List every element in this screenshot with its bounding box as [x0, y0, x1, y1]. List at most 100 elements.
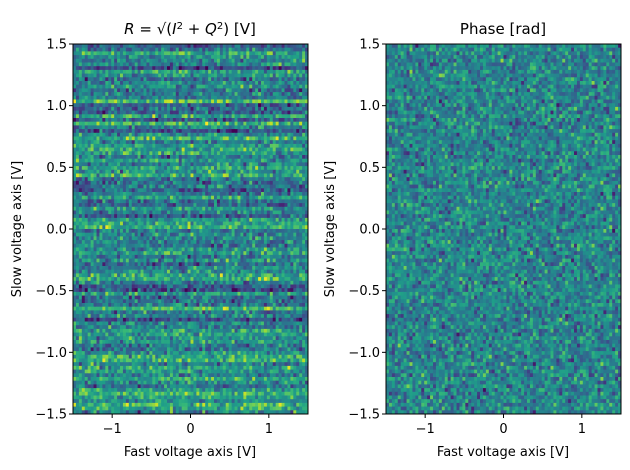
- heatmap-cell: [184, 125, 188, 130]
- heatmap-cell: [296, 173, 300, 178]
- heatmap-cell: [225, 95, 230, 100]
- heatmap-cell: [234, 210, 238, 215]
- heatmap-cell: [167, 106, 171, 111]
- heatmap-cell: [216, 262, 221, 267]
- heatmap-cell: [184, 47, 188, 52]
- heatmap-cell: [167, 266, 171, 271]
- heatmap-cell: [117, 69, 121, 74]
- heatmap-cell: [222, 136, 227, 141]
- heatmap-cell: [178, 114, 183, 119]
- heatmap-cell: [96, 206, 100, 211]
- heatmap-cell: [84, 103, 89, 108]
- heatmap-cell: [205, 225, 209, 230]
- heatmap-cell: [73, 203, 77, 208]
- heatmap-cell: [275, 177, 280, 182]
- heatmap-cell: [243, 217, 247, 222]
- heatmap-cell: [284, 55, 288, 60]
- heatmap-cell: [125, 199, 130, 204]
- heatmap-cell: [155, 173, 159, 178]
- heatmap-cell: [208, 232, 212, 237]
- heatmap-cell: [202, 173, 206, 178]
- heatmap-cell: [184, 225, 188, 230]
- heatmap-cell: [131, 62, 136, 67]
- heatmap-cell: [81, 114, 86, 119]
- heatmap-cell: [187, 121, 191, 126]
- heatmap-cell: [290, 51, 294, 56]
- heatmap-cell: [178, 158, 183, 163]
- heatmap-cell: [281, 169, 285, 174]
- heatmap-cell: [305, 225, 309, 230]
- heatmap-cell: [287, 243, 291, 248]
- heatmap-cell: [73, 188, 77, 193]
- heatmap-cell: [137, 143, 141, 148]
- heatmap-cell: [131, 180, 136, 185]
- heatmap-cell: [128, 125, 133, 130]
- heatmap-cell: [178, 240, 183, 245]
- heatmap-cell: [296, 118, 300, 123]
- heatmap-cell: [193, 229, 197, 234]
- heatmap-cell: [131, 184, 136, 189]
- heatmap-cell: [252, 103, 256, 108]
- heatmap-cell: [199, 180, 203, 185]
- heatmap-cell: [219, 240, 224, 245]
- heatmap-cell: [305, 121, 309, 126]
- heatmap-cell: [290, 55, 294, 60]
- heatmap-cell: [269, 73, 274, 78]
- heatmap-cell: [252, 73, 256, 78]
- heatmap-cell: [219, 73, 224, 78]
- heatmap-cell: [167, 243, 171, 248]
- heatmap-cell: [169, 99, 174, 104]
- heatmap-cell: [78, 84, 83, 89]
- heatmap-cell: [78, 92, 83, 97]
- heatmap-cell: [184, 110, 188, 115]
- heatmap-cell: [255, 147, 259, 152]
- heatmap-cell: [99, 66, 103, 71]
- heatmap-cell: [243, 236, 247, 241]
- heatmap-cell: [187, 66, 191, 71]
- heatmap-cell: [164, 140, 168, 145]
- heatmap-cell: [249, 206, 253, 211]
- heatmap-cell: [258, 121, 262, 126]
- heatmap-cell: [214, 110, 218, 115]
- heatmap-cell: [278, 95, 282, 100]
- heatmap-cell: [184, 143, 188, 148]
- heatmap-cell: [263, 118, 268, 123]
- heatmap-cell: [190, 221, 194, 226]
- heatmap-cell: [240, 184, 244, 189]
- heatmap-cell: [296, 232, 300, 237]
- heatmap-cell: [278, 258, 282, 263]
- heatmap-cell: [284, 143, 288, 148]
- heatmap-cell: [261, 110, 265, 115]
- heatmap-cell: [299, 118, 303, 123]
- heatmap-cell: [128, 143, 133, 148]
- heatmap-cell: [108, 177, 112, 182]
- heatmap-cell: [281, 243, 285, 248]
- heatmap-cell: [181, 199, 186, 204]
- heatmap-cell: [114, 151, 118, 156]
- heatmap-cell: [216, 99, 221, 104]
- heatmap-cell: [225, 217, 230, 222]
- heatmap-cell: [99, 217, 103, 222]
- heatmap-cell: [240, 162, 244, 167]
- heatmap-cell: [108, 243, 112, 248]
- heatmap-cell: [140, 199, 144, 204]
- heatmap-cell: [169, 258, 174, 263]
- heatmap-cell: [255, 44, 259, 49]
- heatmap-cell: [146, 210, 150, 215]
- heatmap-cell: [96, 88, 100, 93]
- heatmap-cell: [155, 166, 159, 171]
- heatmap-cell: [102, 247, 106, 252]
- heatmap-cell: [272, 162, 277, 167]
- heatmap-cell: [208, 125, 212, 130]
- heatmap-cell: [169, 203, 174, 208]
- heatmap-cell: [143, 229, 147, 234]
- heatmap-cell: [293, 173, 297, 178]
- heatmap-cell: [240, 44, 244, 49]
- heatmap-cell: [81, 266, 86, 271]
- heatmap-cell: [290, 125, 294, 130]
- heatmap-cell: [187, 110, 191, 115]
- heatmap-cell: [231, 221, 235, 226]
- heatmap-cell: [128, 232, 133, 237]
- heatmap-cell: [155, 206, 159, 211]
